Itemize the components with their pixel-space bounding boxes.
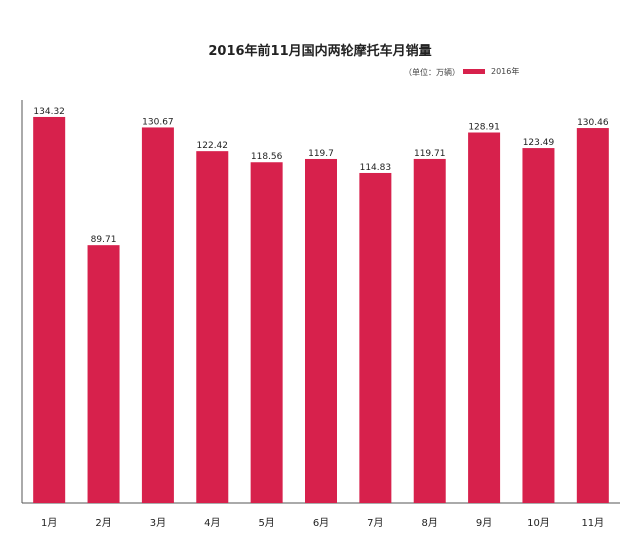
x-tick-label-3: 3月 [150, 517, 166, 529]
legend: 2016年 [463, 66, 519, 77]
bar-9 [468, 132, 501, 503]
bar-11 [576, 128, 609, 504]
bar-2 [87, 245, 120, 503]
data-label-1: 134.32 [33, 107, 65, 117]
bar-6 [305, 158, 337, 503]
bar-4 [196, 151, 229, 503]
data-label-3: 130.67 [142, 117, 174, 127]
x-tick-label-7: 7月 [367, 517, 383, 529]
bar-10 [522, 148, 555, 503]
x-tick-label-10: 10月 [527, 517, 550, 529]
legend-swatch [463, 69, 485, 74]
x-tick-label-11: 11月 [581, 517, 604, 529]
data-label-4: 122.42 [197, 141, 229, 151]
bar-3 [141, 127, 174, 504]
bar-7 [359, 172, 392, 503]
data-label-8: 119.71 [414, 149, 446, 159]
chart-title: 2016年前11月国内两轮摩托车月销量 [208, 44, 432, 59]
data-label-10: 123.49 [523, 138, 555, 148]
x-tick-label-4: 4月 [204, 517, 220, 529]
bar-8 [413, 158, 446, 504]
data-label-7: 114.83 [360, 163, 392, 173]
data-label-2: 89.71 [91, 235, 117, 245]
x-tick-label-9: 9月 [476, 517, 492, 529]
legend-label: 2016年 [491, 67, 520, 76]
data-label-6: 119.7 [308, 149, 334, 159]
data-label-5: 118.56 [251, 152, 283, 162]
bar-1 [33, 116, 66, 503]
data-label-11: 130.46 [577, 118, 609, 128]
unit-note: （单位：万辆） [404, 68, 460, 77]
x-tick-label-1: 1月 [41, 517, 57, 529]
x-tick-label-5: 5月 [258, 517, 274, 529]
bar-5 [250, 162, 283, 504]
x-tick-label-6: 6月 [313, 517, 329, 529]
x-tick-label-8: 8月 [422, 517, 438, 529]
data-label-9: 128.91 [468, 123, 500, 133]
x-tick-label-2: 2月 [95, 517, 111, 529]
